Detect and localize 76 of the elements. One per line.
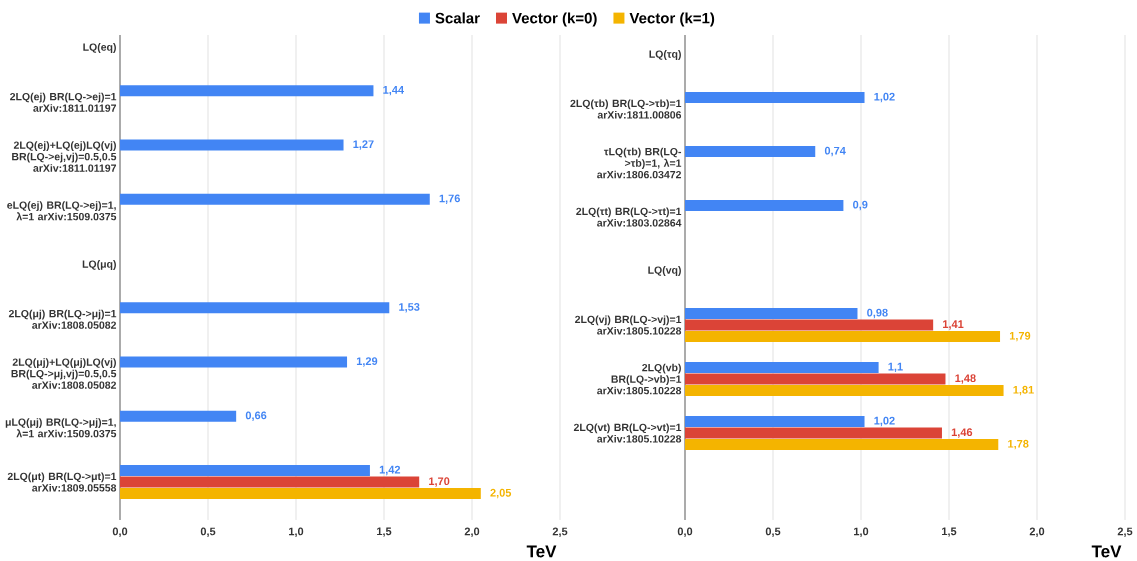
bar: [685, 91, 865, 103]
x-tick-label: 2,5: [552, 527, 568, 537]
y-tick-label: 2LQ(τb) BR(LQ->τb)=1 arXiv:1811.00806: [570, 99, 682, 119]
y-tick-label: 2LQ(μt) BR(LQ->μt)=1 arXiv:1809.05558: [7, 472, 117, 492]
legend-label: Vector (k=1): [629, 12, 715, 27]
x-tick-label: 0,5: [200, 527, 216, 537]
bar: [685, 199, 844, 211]
bar: [685, 319, 934, 331]
x-tick-label: 0,0: [677, 527, 693, 537]
x-tick-label: 0,0: [112, 527, 128, 537]
bar: [120, 476, 420, 488]
data-label: 2,05: [490, 488, 512, 499]
data-label: 0,66: [245, 411, 267, 421]
y-tick-label: LQ(τq): [649, 50, 681, 60]
bar: [685, 307, 858, 319]
x-tick-label: 0,5: [765, 527, 781, 537]
y-tick-label: LQ(μq): [82, 260, 116, 270]
x-tick-label: 2,0: [464, 527, 480, 537]
data-label: 1,02: [874, 92, 895, 103]
data-label: 1,42: [379, 465, 401, 476]
data-label: 1,76: [439, 194, 460, 204]
bar: [120, 410, 237, 422]
bar: [685, 361, 879, 373]
y-tick-label: 2LQ(τt) BR(LQ->τt)=1 arXiv:1803.02864: [576, 207, 682, 227]
data-label: 1,29: [356, 357, 378, 367]
data-label: 1,44: [383, 86, 404, 96]
data-label: 1,46: [951, 428, 973, 438]
bar: [120, 302, 390, 314]
data-label: 1,53: [399, 303, 420, 313]
y-tick-label: μLQ(μj) BR(LQ->μj)=1, λ=1 arXiv:1509.0375: [5, 418, 117, 438]
data-label: 1,48: [955, 374, 976, 384]
x-tick-label: 1,0: [289, 527, 304, 537]
x-tick-label: 1,5: [377, 527, 392, 537]
x-axis-title: TeV: [526, 545, 557, 558]
data-label: 1,70: [429, 477, 450, 487]
x-tick-label: 2,0: [1029, 527, 1045, 537]
data-label: 1,41: [943, 320, 964, 330]
y-tick-label: eLQ(ej) BR(LQ->ej)=1, λ=1 arXiv:1509.0375: [7, 201, 117, 221]
y-tick-label: 2LQ(ej)+LQ(ej)LQ(vj) BR(LQ->ej,vj)=0.5,0.5 arXiv:1811.01197: [12, 141, 117, 172]
data-label: 1,27: [353, 140, 374, 150]
legend-label: Scalar: [435, 12, 480, 24]
bar: [685, 331, 1001, 343]
bar: [120, 464, 370, 476]
y-tick-label: 2LQ(vb) BR(LQ->vb)=1 arXiv:1805.10228: [597, 363, 682, 395]
y-tick-label: LQ(eq): [83, 43, 116, 53]
data-label: 1,81: [1013, 385, 1034, 396]
y-tick-label: 2LQ(μj)+LQ(μj)LQ(vj) BR(LQ->μj,vj)=0.5,0.5 arXiv:1808.05082: [11, 358, 117, 389]
data-label: 1,79: [1009, 331, 1031, 342]
bar: [685, 427, 942, 439]
x-axis-title: TeV: [1091, 545, 1122, 558]
bar: [685, 439, 999, 451]
x-tick-label: 2,5: [1117, 527, 1133, 537]
y-tick-label: 2LQ(vj) BR(LQ->vj)=1 arXiv:1805.10228: [575, 315, 682, 335]
bar: [120, 139, 344, 151]
bar: [120, 356, 348, 368]
bar: [685, 145, 816, 157]
y-tick-label: 2LQ(vt) BR(LQ->vt)=1 arXiv:1805.10228: [573, 423, 682, 443]
data-label: 0,98: [867, 308, 888, 319]
data-label: 1,78: [1008, 439, 1029, 450]
bar: [120, 193, 430, 205]
bar: [120, 85, 374, 97]
bar: [685, 373, 946, 385]
data-label: 1,1: [888, 362, 903, 373]
x-tick-label: 1,0: [854, 527, 869, 537]
legend-label: Vector (k=0): [512, 12, 597, 27]
bar: [120, 488, 481, 500]
y-tick-label: 2LQ(ej) BR(LQ->ej)=1 arXiv:1811.01197: [10, 92, 117, 112]
y-tick-label: 2LQ(μj) BR(LQ->μj)=1 arXiv:1808.05082: [8, 309, 117, 329]
y-tick-label: τLQ(τb) BR(LQ->τb)=1, λ=1 arXiv:1806.03472: [597, 147, 682, 179]
bar: [685, 415, 865, 427]
y-tick-label: LQ(vq): [648, 266, 681, 276]
bar: [685, 385, 1004, 397]
x-tick-label: 1,5: [942, 527, 957, 537]
data-label: 1,02: [874, 416, 895, 427]
data-label: 0,9: [853, 200, 868, 211]
data-label: 0,74: [824, 146, 846, 157]
